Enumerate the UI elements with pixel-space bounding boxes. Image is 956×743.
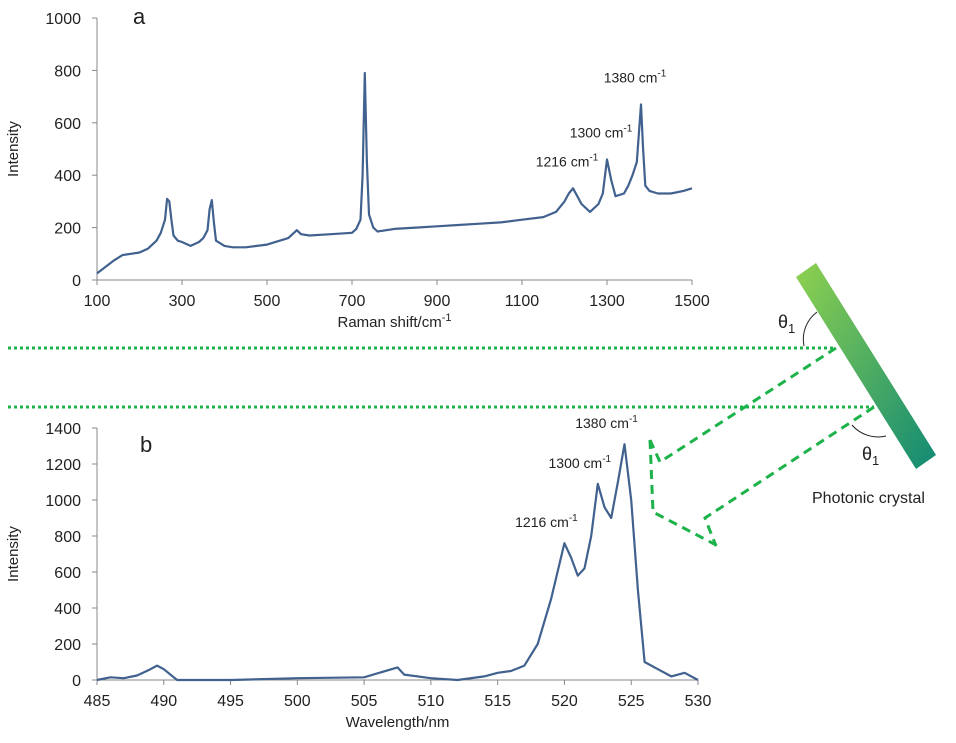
chart: 0 200 400 600 800 1000 100 300 500 700 900 1100 1300… (5, 4, 710, 331)
angle-label: θ1 (778, 312, 795, 336)
photonic-crystal (796, 263, 936, 469)
angle-symbol: θ (862, 444, 872, 464)
panel-label: b (140, 432, 152, 457)
x-tick-label: 505 (351, 693, 378, 710)
angle-symbol: θ (778, 312, 788, 332)
angle-label: θ1 (862, 444, 879, 468)
y-tick-label: 400 (54, 168, 81, 185)
annotation-sup: -1 (657, 68, 666, 79)
x-tick-label: 525 (618, 693, 645, 710)
x-tick-label: 520 (551, 693, 578, 710)
y-tick-label: 200 (54, 637, 81, 654)
x-tick-label: 1500 (674, 293, 710, 310)
y-axis-title: Intensity (5, 526, 22, 582)
crystal-label: Photonic crystal (812, 490, 925, 507)
y-tick-label: 1200 (45, 457, 81, 474)
peak-annotation: 1380 cm-1 (575, 414, 638, 431)
y-tick-label: 800 (54, 63, 81, 80)
annotation-sup: -1 (589, 152, 598, 163)
data-line (96, 71, 693, 275)
annotation-sup: -1 (629, 414, 638, 425)
y-tick-label: 600 (54, 565, 81, 582)
annotation-sup: -1 (623, 123, 632, 134)
peak-annotation: 1216 cm-1 (515, 513, 578, 530)
x-tick-label: 515 (484, 693, 511, 710)
y-tick-label: 200 (54, 221, 81, 238)
data-line (96, 443, 699, 682)
x-axis-title-text: Wavelength/nm (346, 714, 450, 731)
x-axis-title: Raman shift/cm-1 (338, 312, 452, 331)
panel-label: a (133, 4, 146, 29)
optics-diagram: θ1 θ1 Photonic crystal (8, 263, 936, 548)
angle-subscript: 1 (788, 321, 795, 336)
annotation-text: 1300 cm (570, 124, 624, 140)
y-tick-label: 0 (72, 273, 81, 290)
x-tick-label: 100 (84, 293, 111, 310)
x-tick-label: 485 (84, 693, 111, 710)
y-tick-label: 1400 (45, 421, 81, 438)
x-tick-label: 510 (418, 693, 445, 710)
peak-annotation: 1380 cm-1 (604, 68, 667, 85)
x-tick-label: 500 (284, 693, 311, 710)
x-tick-label: 1100 (505, 293, 540, 310)
x-tick-label: 495 (217, 693, 244, 710)
annotation-text: 1216 cm (515, 514, 569, 530)
x-tick-label: 530 (685, 693, 712, 710)
y-tick-label: 0 (72, 673, 81, 690)
x-axis-title: Wavelength/nm (346, 714, 450, 731)
x-tick-label: 490 (150, 693, 177, 710)
x-tick-label: 300 (169, 293, 196, 310)
annotation-text: 1380 cm (604, 69, 658, 85)
angle-arc (851, 424, 887, 438)
annotation-text: 1216 cm (536, 153, 590, 169)
annotation-text: 1380 cm (575, 415, 629, 431)
y-tick-label: 400 (54, 601, 81, 618)
reflected-beam (648, 346, 837, 465)
chart: 0 200 400 600 800 1000 1200 1400 485 490 495 500 505… (5, 414, 711, 731)
angle-subscript: 1 (872, 453, 879, 468)
x-axis-title-text: Raman shift/cm (338, 314, 442, 331)
x-tick-label: 500 (254, 293, 281, 310)
annotation-sup: -1 (602, 454, 611, 465)
y-tick-label: 1000 (45, 11, 81, 28)
y-tick-label: 600 (54, 116, 81, 133)
annotation-sup: -1 (569, 513, 578, 524)
x-tick-label: 1300 (589, 293, 625, 310)
y-tick-label: 800 (54, 529, 81, 546)
annotation-text: 1300 cm (549, 455, 603, 471)
peak-annotation: 1216 cm-1 (536, 152, 599, 169)
peak-annotation: 1300 cm-1 (549, 454, 612, 471)
x-axis-title-sup: -1 (442, 312, 452, 324)
x-tick-label: 900 (424, 293, 451, 310)
reflected-beam (648, 439, 719, 548)
x-tick-label: 700 (339, 293, 366, 310)
angle-arc (802, 311, 818, 347)
y-axis-title: Intensity (5, 121, 22, 177)
peak-annotation: 1300 cm-1 (570, 123, 633, 140)
reflected-beam (703, 405, 875, 547)
y-tick-label: 1000 (45, 493, 81, 510)
